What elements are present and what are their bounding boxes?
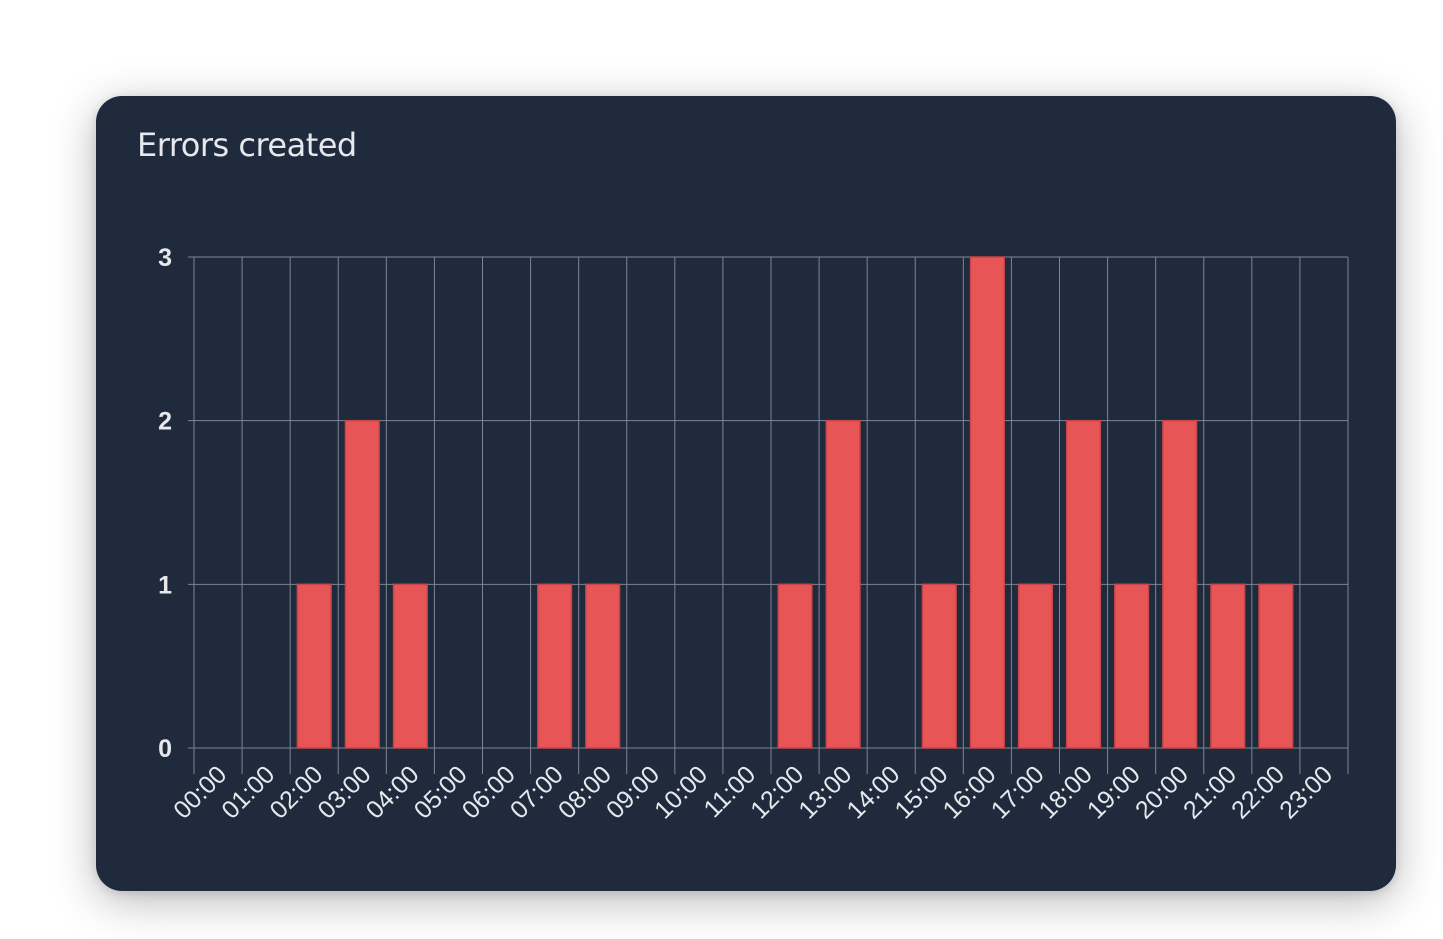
bar-1800[interactable] xyxy=(1065,419,1102,749)
y-tick-label: 3 xyxy=(158,244,172,272)
bar-0400[interactable] xyxy=(392,583,428,749)
x-tick-label: 01:00 xyxy=(216,760,280,824)
y-tick-label: 2 xyxy=(158,408,172,436)
errors-bar-chart: 0 1 2 3 00:0001:0002:0003:0004:0005:0006:00… xyxy=(158,244,1349,824)
y-tick-label: 1 xyxy=(158,571,172,599)
bar-0300[interactable] xyxy=(344,419,380,749)
x-tick-label: 15:00 xyxy=(889,760,953,824)
x-tick-label: 17:00 xyxy=(986,760,1050,824)
bar-2100[interactable] xyxy=(1210,583,1246,749)
x-tick-label: 04:00 xyxy=(361,760,425,824)
y-tick-label: 0 xyxy=(158,735,172,763)
bar-1200[interactable] xyxy=(777,583,813,749)
card-title: Errors created xyxy=(137,126,357,164)
bar-1600[interactable] xyxy=(969,256,1005,749)
x-tick-labels: 00:0001:0002:0003:0004:0005:0006:0007:00… xyxy=(168,760,1338,824)
x-tick-label: 23:00 xyxy=(1274,760,1338,824)
bar-2000[interactable] xyxy=(1162,419,1198,749)
x-tick-label: 12:00 xyxy=(745,760,809,824)
x-tick-label: 08:00 xyxy=(553,760,617,824)
bars xyxy=(296,256,1294,749)
bar-1500[interactable] xyxy=(921,583,957,749)
x-tick-label: 21:00 xyxy=(1178,760,1242,824)
x-tick-label: 10:00 xyxy=(649,760,713,824)
grid-lines xyxy=(188,256,1349,774)
x-tick-label: 02:00 xyxy=(264,760,328,824)
x-tick-label: 22:00 xyxy=(1226,760,1290,824)
bar-1900[interactable] xyxy=(1114,583,1150,749)
x-tick-label: 07:00 xyxy=(505,760,569,824)
x-tick-label: 00:00 xyxy=(168,760,232,824)
y-tick-labels: 0 1 2 3 xyxy=(158,244,172,763)
x-tick-label: 06:00 xyxy=(457,760,521,824)
x-tick-label: 13:00 xyxy=(793,760,857,824)
bar-0200[interactable] xyxy=(296,583,332,749)
bar-1300[interactable] xyxy=(825,419,861,749)
bar-0700[interactable] xyxy=(537,583,573,749)
x-tick-label: 20:00 xyxy=(1130,760,1194,824)
x-tick-label: 14:00 xyxy=(841,760,905,824)
x-tick-label: 09:00 xyxy=(601,760,665,824)
chart-card: Errors created 0 1 2 3 00:00 01:00 02:00 03:00… xyxy=(96,96,1396,891)
x-tick-label: 03:00 xyxy=(312,760,376,824)
x-tick-label: 19:00 xyxy=(1082,760,1146,824)
x-tick-label: 11:00 xyxy=(698,760,761,823)
bar-2200[interactable] xyxy=(1258,583,1294,749)
bar-0800[interactable] xyxy=(585,583,621,749)
x-tick-label: 18:00 xyxy=(1034,760,1098,824)
bar-1700[interactable] xyxy=(1017,583,1054,749)
x-tick-label: 16:00 xyxy=(938,760,1002,824)
x-tick-label: 05:00 xyxy=(409,760,473,824)
